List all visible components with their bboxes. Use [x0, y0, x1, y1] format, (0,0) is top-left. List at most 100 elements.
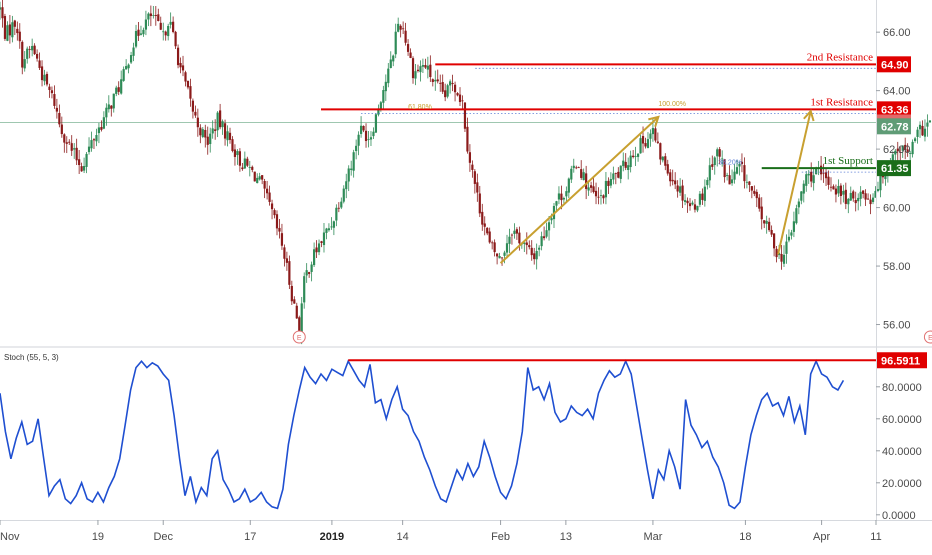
price-tick-label: 62.00: [883, 144, 911, 156]
price-tick-label: 58.00: [883, 261, 911, 273]
candle-body: [718, 149, 721, 157]
stoch-axis[interactable]: 0.0000 20.0000 40.0000 60.0000 80.0000: [876, 382, 922, 522]
time-tick-label: Apr: [813, 531, 830, 543]
candle-body: [347, 168, 350, 182]
candle-body: [698, 193, 702, 205]
candle-body: [681, 185, 684, 201]
candle-body: [869, 199, 872, 205]
candle-body: [847, 198, 850, 205]
candle-body: [179, 62, 182, 68]
candle-body: [916, 129, 919, 137]
time-tick-label: 17: [244, 531, 256, 543]
candle-body: [416, 69, 420, 72]
stoch-tick-label: 20.0000: [882, 478, 922, 490]
candle-body: [540, 236, 543, 247]
price-tick-label: 60.00: [883, 203, 911, 215]
time-tick-label: 14: [397, 531, 409, 543]
candle-body: [562, 198, 565, 200]
candle-body: [132, 47, 135, 56]
candle-body: [550, 218, 553, 221]
candle-body: [120, 79, 123, 94]
candle-body: [641, 136, 645, 144]
candle-body: [293, 299, 296, 304]
candle-body: [810, 171, 813, 182]
candle-body: [167, 25, 170, 37]
candle-body: [394, 31, 397, 55]
candle-body: [815, 168, 818, 175]
candle-body: [498, 256, 501, 259]
candle-body: [636, 153, 640, 157]
candle-body: [555, 201, 558, 206]
candle-body: [795, 208, 798, 224]
candle-body: [362, 126, 365, 131]
candle-body: [468, 152, 472, 163]
earnings-mark[interactable]: [292, 330, 306, 344]
candle-body: [75, 147, 78, 161]
candle-body: [65, 142, 68, 144]
candle-body: [253, 171, 256, 182]
candle-body: [164, 31, 167, 36]
candle-body: [765, 220, 768, 224]
candle-body: [379, 102, 382, 109]
candle-body: [266, 188, 269, 194]
candle-body: [557, 193, 561, 200]
candle-body: [431, 79, 434, 82]
candle-body: [142, 29, 145, 35]
time-axis[interactable]: Nov 19 Dec 17 2019 14 Feb 13 Mar 18 Apr 11: [0, 520, 882, 543]
candle-body: [471, 164, 474, 170]
candle-body: [414, 71, 417, 79]
candle-body: [911, 141, 914, 155]
candle-body: [488, 231, 491, 243]
candle-body: [688, 203, 692, 207]
candle-body: [753, 190, 756, 194]
candle-body: [874, 190, 877, 198]
candle-body: [80, 166, 83, 172]
candle-body: [923, 128, 927, 137]
candle-body: [716, 149, 719, 157]
candle-body: [26, 48, 29, 59]
candle-body: [270, 203, 274, 210]
candle-body: [209, 133, 212, 145]
candle-body: [221, 121, 224, 128]
time-tick-label: Feb: [491, 531, 510, 543]
candle-body: [21, 41, 24, 68]
earnings-mark-label: E: [928, 335, 932, 342]
candle-body: [619, 165, 622, 179]
candle-body: [13, 20, 16, 27]
candle-body: [523, 242, 526, 244]
candle-body: [159, 22, 162, 30]
last-price-badge: [877, 118, 911, 135]
price-tick-label: 66.00: [883, 27, 911, 39]
candle-body: [503, 252, 506, 256]
candle-body: [50, 90, 54, 94]
candle-body: [617, 171, 620, 178]
candle-body: [575, 167, 578, 169]
candle-body: [137, 29, 140, 36]
candle-body: [246, 158, 249, 166]
candle-body: [196, 117, 199, 128]
price-axis[interactable]: 56.00 58.00 60.00 62.00 64.00 66.00: [876, 27, 911, 332]
candle-body: [570, 168, 573, 180]
price-tick-label: 64.00: [883, 86, 911, 98]
candle-body: [646, 139, 650, 148]
candle-body: [176, 47, 180, 66]
candle-body: [355, 145, 358, 152]
candle-body: [453, 84, 457, 93]
candle-body: [194, 111, 197, 116]
candle-body: [345, 181, 348, 190]
candle-body: [38, 60, 41, 68]
earnings-mark[interactable]: [923, 330, 932, 344]
candle-body: [866, 198, 870, 200]
candle-body: [792, 221, 795, 232]
candle-body: [127, 64, 130, 69]
candle-body: [87, 146, 91, 153]
candle-body: [864, 193, 867, 200]
candle-body: [518, 232, 521, 244]
candle-body: [538, 247, 541, 250]
candle-body: [644, 143, 647, 147]
candle-body: [696, 205, 699, 211]
stoch-pane: Stoch (55, 5, 3): [0, 353, 876, 510]
candle-body: [337, 207, 340, 209]
candle-body: [377, 108, 380, 115]
stoch-tick-label: 80.0000: [882, 382, 922, 394]
